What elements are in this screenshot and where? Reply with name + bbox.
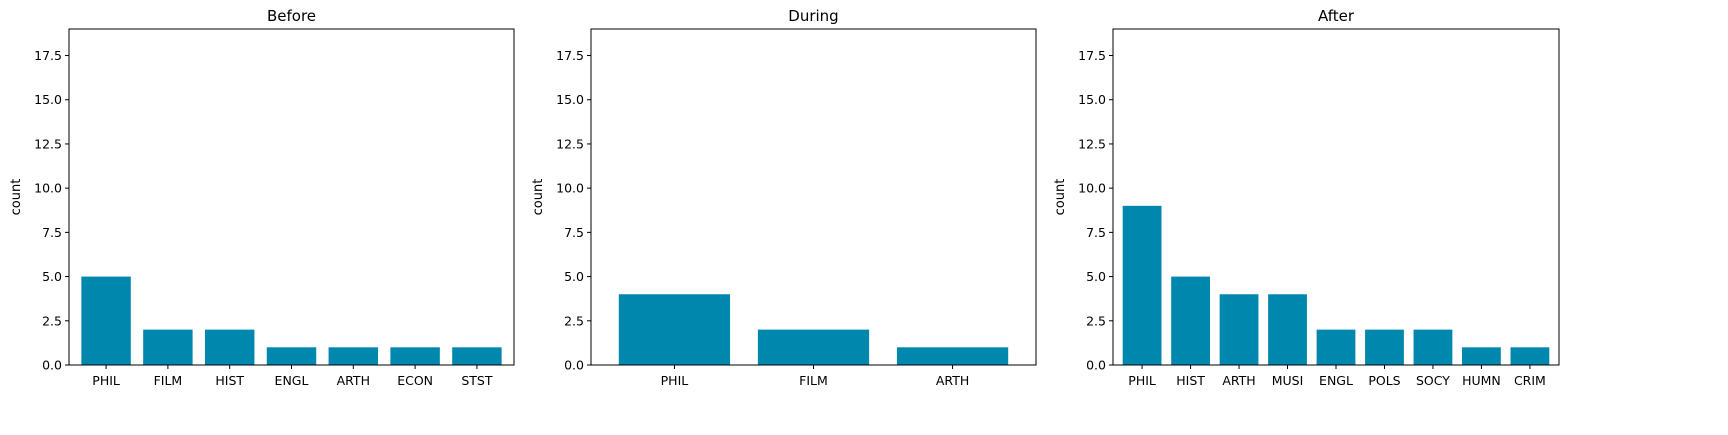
y-tick-label: 5.0: [42, 269, 62, 284]
x-tick-label-phil: PHIL: [92, 373, 120, 388]
x-tick-label-engl: ENGL: [275, 373, 309, 388]
y-tick-label: 7.5: [1086, 225, 1106, 240]
bar-arth: [1219, 294, 1259, 365]
chart-panel-before: Before 0.0 2.5 5.0 7.5 10.0 12.5 15.0 17.5 PHIL FI…: [9, 7, 515, 388]
x-tick-label-arth: ARTH: [1222, 373, 1255, 388]
bar-econ: [390, 347, 440, 365]
x-tick-label-pols: POLS: [1368, 373, 1400, 388]
y-tick-label: 10.0: [1078, 181, 1106, 196]
y-tick-label: 10.0: [34, 181, 62, 196]
bar-phil: [618, 294, 731, 365]
bar-stst: [452, 347, 502, 365]
y-tick-label: 5.0: [564, 269, 584, 284]
chart-title: After: [1318, 7, 1355, 25]
bar-phil: [1122, 205, 1162, 365]
bar-phil: [81, 276, 131, 365]
x-tick-label-phil: PHIL: [661, 373, 689, 388]
y-tick-label: 5.0: [1086, 269, 1106, 284]
y-axis-label: count: [1053, 179, 1068, 216]
y-tick-label: 17.5: [34, 48, 62, 63]
chart-title: During: [788, 7, 838, 25]
x-tick-label-musi: MUSI: [1272, 373, 1304, 388]
bar-humn: [1462, 347, 1501, 365]
y-tick-label: 12.5: [1078, 136, 1106, 151]
panels: Before 0.0 2.5 5.0 7.5 10.0 12.5 15.0 17.5 PHIL FI…: [9, 7, 1560, 388]
x-tick-label-hist: HIST: [215, 373, 244, 388]
y-tick-label: 15.0: [34, 92, 62, 107]
y-tick-label: 15.0: [1078, 92, 1106, 107]
x-tick-label-humn: HUMN: [1462, 373, 1501, 388]
x-tick-label-socy: SOCY: [1416, 373, 1450, 388]
x-tick-label-arth: ARTH: [936, 373, 969, 388]
bar-film: [143, 329, 193, 365]
bar-engl: [266, 347, 317, 365]
bar-arth: [896, 347, 1009, 365]
y-tick-label: 0.0: [1086, 358, 1106, 373]
y-tick-label: 7.5: [564, 225, 584, 240]
x-tick-label-crim: CRIM: [1514, 373, 1546, 388]
bar-socy: [1413, 329, 1453, 365]
y-tick-label: 10.0: [556, 181, 584, 196]
bar-film: [757, 329, 870, 365]
y-tick-label: 17.5: [556, 48, 584, 63]
bar-pols: [1365, 329, 1404, 365]
chart-title: Before: [267, 7, 316, 25]
y-tick-label: 12.5: [556, 136, 584, 151]
x-tick-label-hist: HIST: [1176, 373, 1205, 388]
bar-hist: [1171, 276, 1210, 365]
y-tick-label: 12.5: [34, 136, 62, 151]
bar-musi: [1268, 294, 1307, 365]
y-tick-label: 2.5: [564, 313, 584, 328]
y-axis-label: count: [9, 179, 24, 216]
chart-panel-after: After 0.0 2.5 5.0 7.5 10.0 12.5 15.0 17.5 PHIL HIS…: [1053, 7, 1560, 388]
x-tick-label-phil: PHIL: [1128, 373, 1156, 388]
y-tick-label: 2.5: [42, 313, 62, 328]
x-tick-label-engl: ENGL: [1319, 373, 1353, 388]
y-tick-label: 0.0: [564, 358, 584, 373]
y-axis-label: count: [531, 179, 546, 216]
x-tick-label-econ: ECON: [397, 373, 433, 388]
y-tick-label: 7.5: [42, 225, 62, 240]
bar-hist: [204, 329, 255, 365]
x-tick-label-film: FILM: [799, 373, 828, 388]
y-tick-label: 2.5: [1086, 313, 1106, 328]
bar-arth: [328, 347, 379, 365]
bar-engl: [1316, 329, 1356, 365]
bar-crim: [1510, 347, 1550, 365]
y-tick-label: 15.0: [556, 92, 584, 107]
x-tick-label-arth: ARTH: [337, 373, 370, 388]
y-tick-label: 0.0: [42, 358, 62, 373]
chart-panel-during: During 0.0 2.5 5.0 7.5 10.0 12.5 15.0 17.5 PHIL FI…: [531, 7, 1037, 388]
x-tick-label-film: FILM: [154, 373, 183, 388]
y-tick-label: 17.5: [1078, 48, 1106, 63]
x-tick-label-stst: STST: [461, 373, 493, 388]
